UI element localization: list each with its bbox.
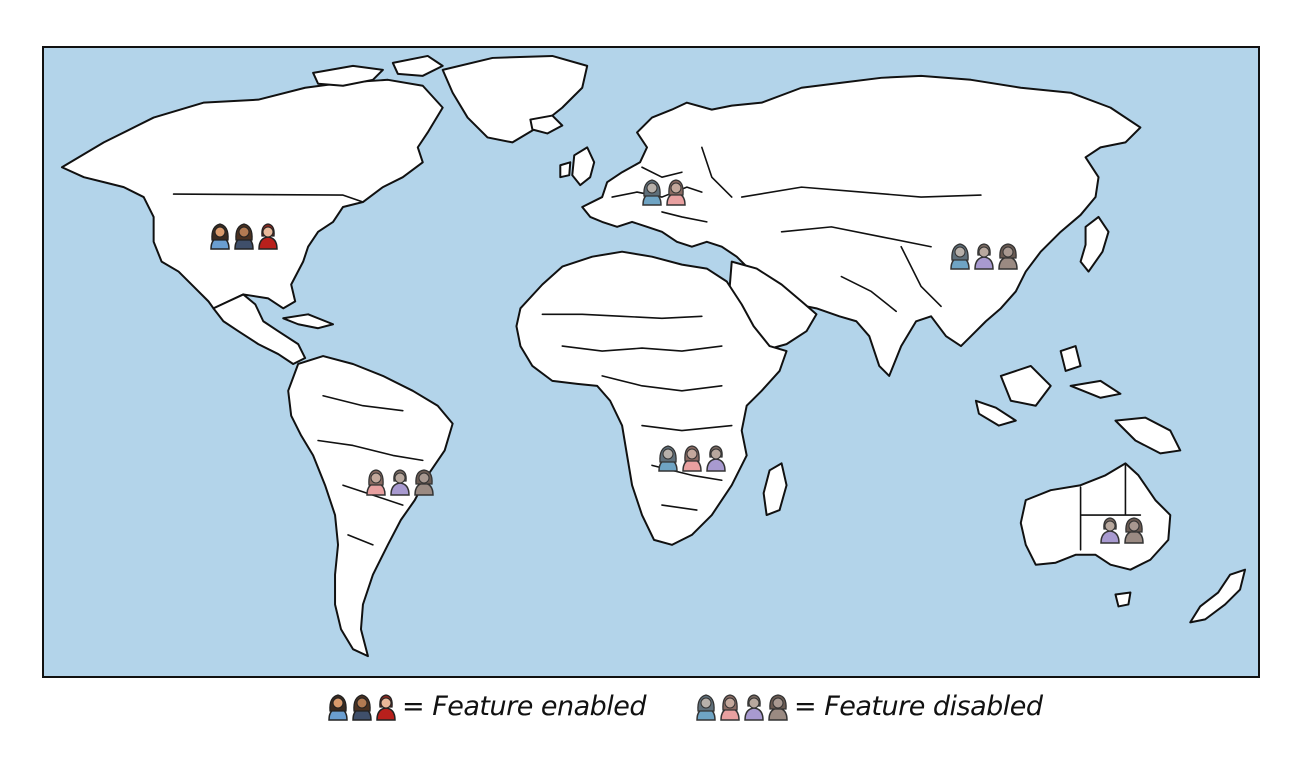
- british-isles: [559, 146, 596, 187]
- disabled-user-icon: [666, 179, 686, 206]
- disabled-user-icon: [414, 469, 434, 496]
- iceland: [529, 114, 564, 135]
- australia-users: [1098, 514, 1146, 544]
- australia-borders: [1079, 464, 1142, 551]
- southeast-asia-islands: [974, 345, 1122, 427]
- africa-borders: [541, 313, 733, 511]
- tasmania: [1114, 591, 1132, 608]
- disabled-user-icon: [1124, 517, 1144, 544]
- south-america-borders: [317, 394, 424, 546]
- disabled-user-icon: [706, 445, 726, 472]
- new-guinea: [1114, 416, 1182, 455]
- madagascar: [762, 462, 788, 517]
- disabled-user-icon: [950, 243, 970, 270]
- asia-users: [948, 240, 1020, 270]
- disabled-user-icon: [390, 469, 410, 496]
- disabled-user-icon: [744, 694, 764, 721]
- new-zealand: [1189, 568, 1247, 624]
- disabled-user-icon: [720, 694, 740, 721]
- disabled-user-icon: [974, 243, 994, 270]
- disabled-user-icon: [768, 694, 788, 721]
- disabled-user-icon: [998, 243, 1018, 270]
- legend-enabled: = Feature enabled: [326, 684, 647, 728]
- asia-borders: [740, 186, 982, 313]
- legend-disabled-icons: [694, 691, 790, 721]
- enabled-user-icon: [328, 694, 348, 721]
- disabled-user-icon: [366, 469, 386, 496]
- us-canada-border: [172, 193, 364, 203]
- europe-users: [640, 176, 688, 206]
- africa-users: [656, 442, 728, 472]
- south-america-landmass: [287, 355, 454, 658]
- legend-enabled-icons: [326, 691, 398, 721]
- enabled-user-icon: [376, 694, 396, 721]
- disabled-user-icon: [696, 694, 716, 721]
- legend-disabled: = Feature disabled: [694, 684, 1043, 728]
- disabled-user-icon: [682, 445, 702, 472]
- eurasia-landmass: [581, 74, 1142, 377]
- map-legend: = Feature enabled = Feature disabled: [0, 684, 1296, 734]
- world-map: [42, 46, 1260, 678]
- arctic-islands: [312, 54, 444, 87]
- disabled-user-icon: [658, 445, 678, 472]
- central-america-landmass: [212, 293, 307, 365]
- disabled-user-icon: [1100, 517, 1120, 544]
- north-america-users: [208, 220, 280, 250]
- enabled-user-icon: [352, 694, 372, 721]
- japan: [1079, 215, 1110, 273]
- caribbean-islands: [282, 313, 335, 330]
- disabled-user-icon: [642, 179, 662, 206]
- enabled-user-icon: [258, 223, 278, 250]
- enabled-user-icon: [210, 223, 230, 250]
- south-america-users: [364, 466, 436, 496]
- world-map-svg: [44, 48, 1258, 676]
- legend-disabled-label: = Feature disabled: [794, 690, 1043, 722]
- legend-enabled-label: = Feature enabled: [402, 690, 647, 722]
- europe-borders: [611, 146, 733, 223]
- enabled-user-icon: [234, 223, 254, 250]
